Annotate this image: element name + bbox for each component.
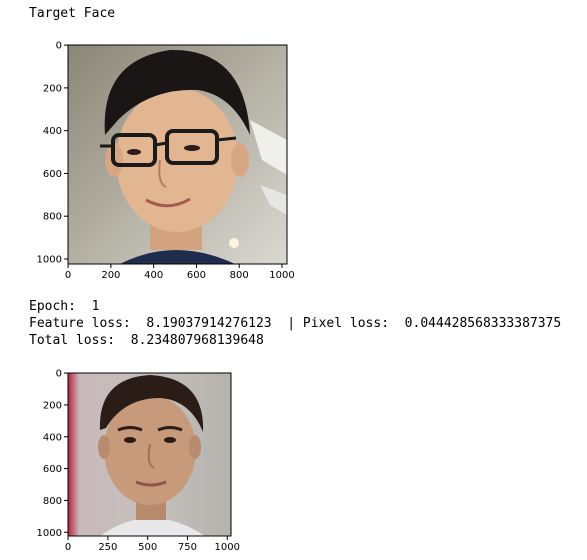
y-tick-label: 600: [43, 169, 62, 180]
y-tick-label: 600: [43, 464, 62, 475]
y-tick-label: 0: [56, 41, 62, 52]
y-tick-label: 400: [43, 432, 62, 443]
generated-plot-frame: [67, 372, 232, 537]
x-tick-label: 250: [98, 542, 117, 553]
x-tick-label: 1000: [215, 542, 240, 553]
x-tick-label: 200: [101, 270, 120, 281]
y-tick-label: 0: [56, 369, 62, 380]
x-tick-label: 1000: [269, 270, 294, 281]
total-loss-text: Total loss: 8.234807968139648: [29, 333, 264, 348]
target-face-title: Target Face: [29, 6, 116, 21]
y-tick-label: 800: [43, 496, 62, 507]
x-tick-label: 750: [178, 542, 197, 553]
generated-face-image: [68, 373, 231, 536]
target-plot-frame: [67, 44, 288, 265]
x-tick-label: 0: [65, 542, 71, 553]
epoch-text: Epoch: 1: [29, 299, 100, 314]
x-tick-label: 600: [187, 270, 206, 281]
y-tick-label: 1000: [37, 528, 62, 539]
x-tick-label: 0: [65, 270, 71, 281]
y-tick-label: 200: [43, 83, 62, 94]
target-face-image: [68, 45, 287, 264]
y-tick-label: 200: [43, 400, 62, 411]
x-tick-label: 800: [230, 270, 249, 281]
loss-text: Feature loss: 8.19037914276123 | Pixel l…: [29, 316, 562, 331]
x-tick-label: 500: [138, 542, 157, 553]
x-tick-label: 400: [144, 270, 163, 281]
y-tick-label: 1000: [37, 254, 62, 265]
y-tick-label: 400: [43, 126, 62, 137]
y-tick-label: 800: [43, 212, 62, 223]
